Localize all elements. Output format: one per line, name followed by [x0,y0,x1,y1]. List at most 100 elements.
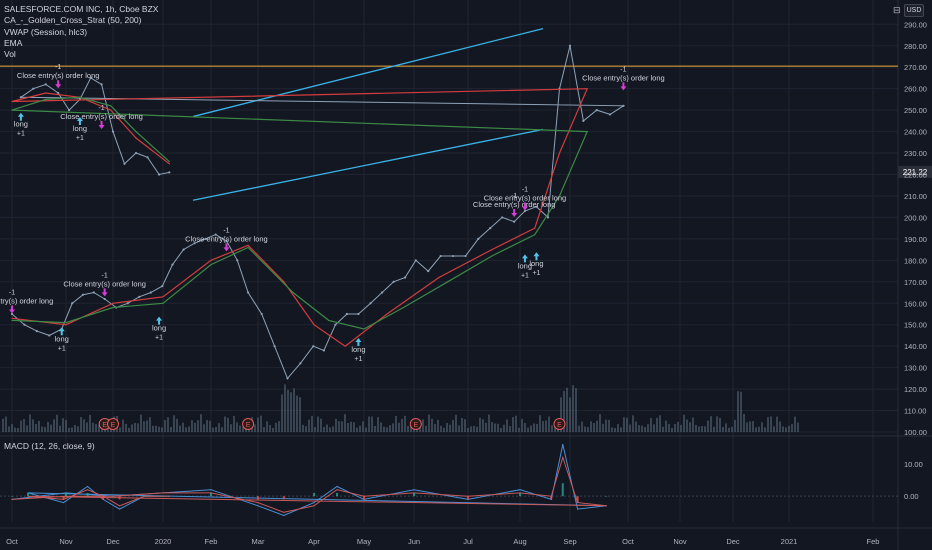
volume-bar [350,421,352,432]
volume-bar [20,420,22,432]
price-point [622,104,625,107]
volume-bar [212,427,214,432]
macd-legend[interactable]: MACD (12, 26, close, 9) [4,441,95,451]
macd-histogram-bar [467,496,469,500]
currency-button[interactable]: USD [904,4,924,17]
price-point [48,334,51,337]
volume-bar [80,416,82,432]
volume-bar [746,422,748,432]
volume-bar [494,423,496,432]
price-point [582,119,585,122]
volume-bar [152,425,154,432]
buy-arrow [58,327,65,336]
volume-bar [596,420,598,432]
earnings-marker [409,418,422,430]
volume-bar [26,425,28,432]
volume-bar [752,421,754,432]
x-tick-label: Jun [408,537,420,546]
x-tick-label: Jul [463,537,473,546]
volume-bar [377,417,379,432]
macd-histogram-bar [112,496,114,497]
volume-bar [416,427,418,432]
volume-bar [452,419,454,432]
volume-bar [614,427,616,432]
volume-bar [701,426,703,432]
volume-bar [125,423,127,432]
volume-bar [239,425,241,432]
signal-marker: +1 [354,356,362,363]
volume-bar [215,426,217,432]
volume-bar [335,418,337,432]
volume-bar [200,414,202,432]
volume-bar [305,426,307,432]
signal-label: Close entry(s) order long [0,297,53,306]
signal-label: long [351,345,365,354]
volume-bar [227,417,229,432]
macd-point [519,489,521,491]
macd-point [313,502,315,504]
legend-ema[interactable]: EMA [4,37,23,48]
volume-bar [380,422,382,432]
volume-bar [533,423,535,432]
macd-point [577,508,579,510]
volume-bar [284,384,286,432]
y-tick-label: 120.00 [904,385,927,394]
volume-bar [62,418,64,432]
price-point [312,345,315,348]
volume-bar [311,415,313,432]
legend-symbol[interactable]: SALESFORCE.COM INC, 1h, Cboe BZX [4,4,159,14]
volume-bar [302,424,304,432]
volume-bar [428,414,430,432]
fast_ma-point [162,296,164,298]
legend-strategy[interactable]: CA_-_Golden_Cross_Strat (50, 200) [4,15,142,26]
volume-bar [605,419,607,432]
signal-label: long [152,324,166,333]
signal-label: Close entry(s) order long [185,234,268,243]
volume-bar [77,426,79,432]
volume-bar [647,424,649,432]
price-point [414,259,417,262]
earnings-marker [553,418,566,430]
price-point [225,239,228,243]
fast_ma-point [45,92,47,94]
volume-bar [287,389,289,432]
slow_ma-point [402,306,405,309]
fast_ma-point [283,281,285,283]
volume-bar [458,425,460,432]
price-point [161,284,164,288]
volume-bar [134,422,136,432]
x-tick-label: Nov [59,537,73,546]
volume-bar [263,427,265,432]
volume-bar [713,426,715,432]
legend-vwap[interactable]: VWAP (Session, hlc3) [4,26,88,37]
volume-bar [650,417,652,432]
volume-bar [341,421,343,432]
fast_ma-point [344,345,346,347]
volume-bar [473,425,475,432]
volume-bar [395,415,397,432]
price-point [100,83,103,86]
legend-vol[interactable]: Vol [4,49,16,60]
volume-bar [95,423,97,432]
earnings-marker-label: E [111,422,116,429]
collapse-icon[interactable]: ⊟ [893,5,901,15]
volume-bar [629,424,631,432]
volume-bar [662,426,664,432]
volume-bar [53,419,55,432]
volume-bar [608,419,610,432]
x-tick-label: Nov [673,537,687,546]
x-tick-label: Aug [513,537,526,546]
volume-bar [362,421,364,432]
signal-marker: +1 [155,335,163,342]
volume-bar [149,417,151,432]
price-point [392,280,395,283]
volume-bar [548,416,550,432]
volume-bar [56,414,58,432]
slow_ma-point [210,264,212,266]
price-point [214,233,217,236]
volume-bar [707,420,709,432]
price-point [168,171,171,174]
volume-bar [128,427,130,432]
